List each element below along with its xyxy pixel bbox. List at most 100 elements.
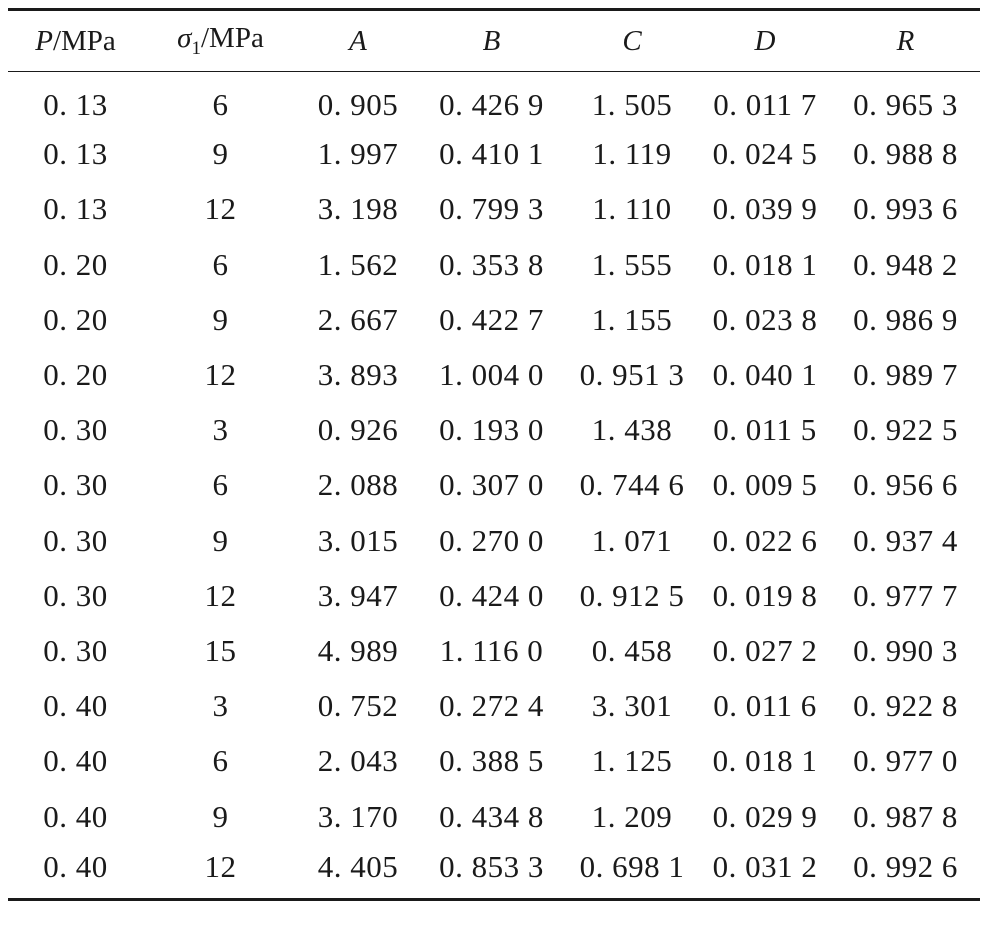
cell-c-value: 1. 071 — [591, 522, 673, 558]
header-c: C — [622, 24, 642, 57]
cell-b-value: 1. 116 0 — [439, 632, 544, 668]
parameter-table: P/MPa σ1/MPa A B C D R 0. 13 6 0. 905 0. 42… — [8, 8, 980, 901]
cell-p-value: 0. 30 — [43, 632, 108, 668]
cell-d-value: 0. 031 2 — [712, 848, 818, 884]
cell-sigma1-value: 9 — [212, 136, 229, 172]
cell-d-value: 0. 019 8 — [712, 577, 818, 613]
cell-d-value: 0. 022 6 — [712, 522, 818, 558]
cell-sigma1-value: 6 — [212, 87, 229, 123]
cell-r-value: 0. 922 5 — [853, 412, 958, 448]
header-a: A — [349, 24, 367, 57]
cell-c-value: 1. 110 — [592, 191, 672, 227]
cell-a-value: 0. 905 — [317, 87, 399, 123]
cell-p-value: 0. 30 — [43, 467, 108, 503]
cell-c-value: 0. 951 3 — [579, 357, 685, 393]
cell-c-value: 0. 698 1 — [579, 848, 685, 884]
cell-sigma1-value: 12 — [204, 848, 237, 884]
cell-b-value: 0. 270 0 — [439, 522, 544, 558]
cell-a-value: 2. 667 — [317, 301, 399, 337]
header-d: D — [754, 24, 776, 57]
cell-b-value: 0. 426 9 — [439, 87, 544, 123]
cell-c-value: 3. 301 — [591, 688, 673, 724]
cell-r-value: 0. 988 8 — [853, 136, 958, 172]
table-row: 0. 30 6 2. 088 0. 307 0 0. 744 6 0. 009 5 0. 9… — [8, 458, 980, 513]
cell-r-value: 0. 977 7 — [853, 577, 958, 613]
cell-p-value: 0. 40 — [43, 688, 108, 724]
cell-d-value: 0. 029 9 — [712, 798, 818, 834]
cell-c-value: 1. 209 — [591, 798, 673, 834]
cell-p-value: 0. 40 — [43, 798, 108, 834]
cell-r-value: 0. 948 2 — [853, 246, 958, 282]
cell-r-value: 0. 992 6 — [853, 848, 958, 884]
table-row: 0. 40 9 3. 170 0. 434 8 1. 209 0. 029 9 0. 987… — [8, 789, 980, 844]
cell-p-value: 0. 40 — [43, 848, 108, 884]
cell-sigma1-value: 3 — [212, 688, 229, 724]
cell-b-value: 0. 193 0 — [439, 412, 544, 448]
table-row: 0. 20 12 3. 893 1. 004 0 0. 951 3 0. 040 1 0. … — [8, 347, 980, 402]
cell-p-value: 0. 40 — [43, 743, 108, 779]
cell-r-value: 0. 977 0 — [853, 743, 958, 779]
cell-b-value: 0. 799 3 — [439, 191, 544, 227]
cell-p-value: 0. 13 — [43, 87, 108, 123]
header-sigma1-mpa: σ1/MPa — [177, 22, 264, 59]
cell-a-value: 2. 088 — [317, 467, 399, 503]
cell-a-value: 3. 170 — [317, 798, 399, 834]
table-header: P/MPa σ1/MPa A B C D R — [8, 9, 980, 72]
cell-b-value: 0. 307 0 — [439, 467, 544, 503]
cell-d-value: 0. 018 1 — [712, 743, 818, 779]
cell-r-value: 0. 990 3 — [853, 632, 958, 668]
data-table-container: P/MPa σ1/MPa A B C D R 0. 13 6 0. 905 0. 42… — [8, 8, 980, 901]
cell-a-value: 4. 989 — [317, 632, 399, 668]
cell-d-value: 0. 011 6 — [713, 688, 817, 724]
cell-sigma1-value: 9 — [212, 798, 229, 834]
table-row: 0. 13 12 3. 198 0. 799 3 1. 110 0. 039 9 0. 99… — [8, 182, 980, 237]
cell-c-value: 1. 125 — [591, 743, 673, 779]
cell-r-value: 0. 937 4 — [853, 522, 958, 558]
header-r: R — [896, 24, 915, 57]
cell-sigma1-value: 15 — [204, 632, 237, 668]
cell-a-value: 1. 562 — [317, 246, 399, 282]
header-p-mpa: P/MPa — [35, 24, 116, 57]
cell-sigma1-value: 12 — [204, 577, 237, 613]
cell-d-value: 0. 011 5 — [713, 412, 817, 448]
header-row: P/MPa σ1/MPa A B C D R — [8, 9, 980, 72]
cell-d-value: 0. 027 2 — [712, 632, 818, 668]
cell-d-value: 0. 009 5 — [712, 467, 818, 503]
cell-d-value: 0. 023 8 — [712, 301, 818, 337]
cell-b-value: 0. 353 8 — [439, 246, 544, 282]
cell-a-value: 3. 893 — [317, 357, 399, 393]
cell-sigma1-value: 6 — [212, 467, 229, 503]
table-row: 0. 13 6 0. 905 0. 426 9 1. 505 0. 011 7 0. 965… — [8, 72, 980, 127]
table-row: 0. 30 15 4. 989 1. 116 0 0. 458 0. 027 2 0. 99… — [8, 623, 980, 678]
cell-a-value: 2. 043 — [317, 743, 399, 779]
cell-r-value: 0. 987 8 — [853, 798, 958, 834]
cell-p-value: 0. 30 — [43, 577, 108, 613]
cell-b-value: 0. 388 5 — [439, 743, 544, 779]
cell-c-value: 1. 505 — [591, 87, 673, 123]
table-row: 0. 40 6 2. 043 0. 388 5 1. 125 0. 018 1 0. 977… — [8, 734, 980, 789]
cell-sigma1-value: 3 — [212, 412, 229, 448]
cell-c-value: 0. 744 6 — [579, 467, 685, 503]
cell-a-value: 4. 405 — [317, 848, 399, 884]
cell-sigma1-value: 6 — [212, 743, 229, 779]
cell-p-value: 0. 20 — [43, 357, 108, 393]
cell-sigma1-value: 12 — [204, 191, 237, 227]
cell-c-value: 0. 912 5 — [579, 577, 685, 613]
cell-c-value: 0. 458 — [591, 632, 673, 668]
cell-d-value: 0. 039 9 — [712, 191, 818, 227]
header-b: B — [482, 24, 501, 57]
cell-r-value: 0. 956 6 — [853, 467, 958, 503]
cell-b-value: 0. 272 4 — [439, 688, 544, 724]
cell-c-value: 1. 119 — [592, 136, 672, 172]
cell-p-value: 0. 13 — [43, 136, 108, 172]
cell-p-value: 0. 13 — [43, 191, 108, 227]
cell-r-value: 0. 986 9 — [853, 301, 958, 337]
cell-a-value: 3. 947 — [317, 577, 399, 613]
table-row: 0. 13 9 1. 997 0. 410 1 1. 119 0. 024 5 0. 988… — [8, 127, 980, 182]
cell-sigma1-value: 6 — [212, 246, 229, 282]
cell-b-value: 1. 004 0 — [439, 357, 544, 393]
cell-p-value: 0. 20 — [43, 246, 108, 282]
cell-r-value: 0. 922 8 — [853, 688, 958, 724]
cell-c-value: 1. 555 — [591, 246, 673, 282]
cell-b-value: 0. 434 8 — [439, 798, 544, 834]
